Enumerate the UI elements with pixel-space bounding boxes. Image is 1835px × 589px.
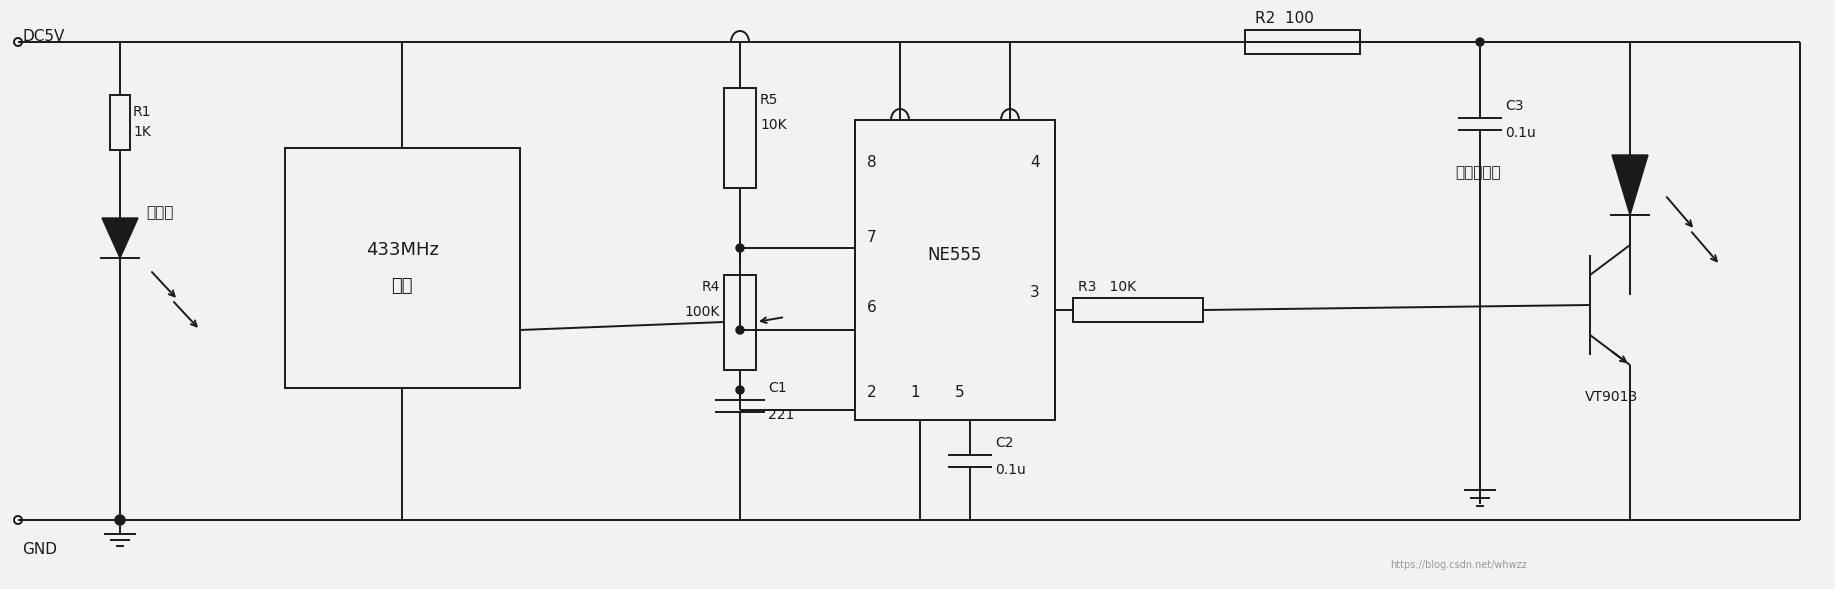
Text: 4: 4 [1029,155,1040,170]
Text: R2  100: R2 100 [1255,11,1314,26]
Polygon shape [1611,155,1648,215]
Text: R3   10K: R3 10K [1077,280,1136,294]
Text: 10K: 10K [760,118,787,132]
Bar [1073,298,1204,322]
Text: NE555: NE555 [929,246,982,264]
Text: R1: R1 [132,105,152,119]
Bar [855,120,1055,420]
Text: 100K: 100K [684,305,719,319]
Circle shape [1475,38,1485,46]
Text: https://blog.csdn.net/whwzz: https://blog.csdn.net/whwzz [1389,560,1527,570]
Text: DC5V: DC5V [22,29,64,44]
Text: 指示灯: 指示灯 [147,205,172,220]
Text: VT9013: VT9013 [1585,390,1639,404]
Text: R5: R5 [760,93,778,107]
Text: 0.1u: 0.1u [995,463,1026,477]
Polygon shape [103,218,138,258]
Circle shape [736,386,743,394]
Text: C1: C1 [769,381,787,395]
Text: 红外发射管: 红外发射管 [1455,165,1501,180]
Text: R4: R4 [701,280,719,294]
Text: 7: 7 [866,230,877,245]
Bar [725,88,756,188]
Text: 1K: 1K [132,125,150,139]
Text: 433MHz: 433MHz [365,241,439,259]
Bar [725,275,756,370]
Text: 5: 5 [954,385,965,400]
Text: GND: GND [22,542,57,557]
Text: 221: 221 [769,408,795,422]
Bar [110,95,130,150]
Bar [284,148,519,388]
Bar [1244,30,1360,54]
Text: 2: 2 [866,385,877,400]
Text: 8: 8 [866,155,877,170]
Text: 0.1u: 0.1u [1505,126,1536,140]
Text: 1: 1 [910,385,919,400]
Text: 模块: 模块 [391,277,413,295]
Circle shape [736,244,743,252]
Text: 6: 6 [866,300,877,315]
Circle shape [736,326,743,334]
Text: C2: C2 [995,436,1013,450]
Text: C3: C3 [1505,99,1523,113]
Text: 3: 3 [1029,285,1040,300]
Circle shape [116,515,125,525]
